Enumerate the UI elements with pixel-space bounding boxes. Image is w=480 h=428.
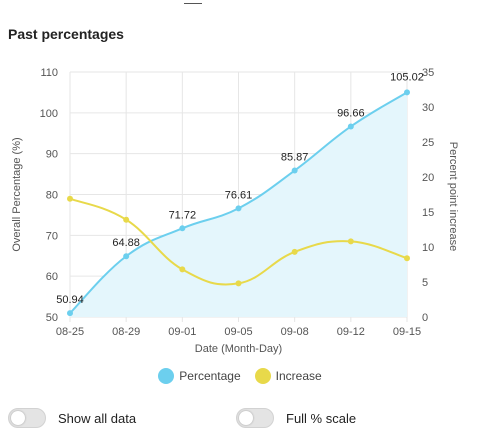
y2-tick-label: 35 <box>422 67 434 79</box>
percentage-data-label: 71.72 <box>169 209 197 221</box>
percentage-point <box>235 205 242 212</box>
x-tick-label: 09-01 <box>168 326 196 338</box>
y2-tick-label: 10 <box>422 242 434 254</box>
show-all-data-toggle[interactable] <box>8 408 46 428</box>
x-tick-label: 08-29 <box>112 326 140 338</box>
x-axis-title: Date (Month-Day) <box>195 343 282 355</box>
top-scroll-indicator <box>184 0 202 4</box>
percentage-data-label: 50.94 <box>56 294 84 306</box>
x-tick-label: 09-12 <box>337 326 365 338</box>
legend-label-percentage: Percentage <box>179 369 241 383</box>
percentage-point <box>179 225 186 232</box>
y2-tick-label: 20 <box>422 172 434 184</box>
increase-point <box>67 195 73 202</box>
y-axis-title: Overall Percentage (%) <box>11 137 23 251</box>
full-scale-toggle[interactable] <box>236 408 274 428</box>
page-title: Past percentages <box>8 26 124 42</box>
legend-swatch-increase <box>254 368 271 384</box>
x-tick-label: 09-15 <box>393 326 421 338</box>
increase-point <box>291 248 298 255</box>
percentage-data-label: 85.87 <box>281 152 309 164</box>
percentage-point <box>67 310 73 317</box>
x-tick-label: 08-25 <box>56 326 84 338</box>
y-tick-label: 50 <box>46 312 58 324</box>
chart-legend: Percentage Increase <box>0 368 480 384</box>
y-tick-label: 110 <box>40 67 58 79</box>
legend-item-increase[interactable]: Increase <box>254 368 322 384</box>
increase-point <box>235 280 242 287</box>
y2-tick-label: 5 <box>422 277 428 289</box>
increase-point <box>123 216 130 223</box>
percentage-data-label: 96.66 <box>337 107 365 119</box>
legend-swatch-percentage <box>158 368 175 384</box>
full-scale-label: Full % scale <box>286 410 357 426</box>
percentage-point <box>347 123 354 130</box>
x-tick-label: 09-08 <box>281 326 309 338</box>
percentage-point <box>291 167 298 174</box>
x-tick-label: 09-05 <box>224 326 252 338</box>
percentage-data-label: 105.02 <box>390 71 424 83</box>
y2-tick-label: 15 <box>422 207 434 219</box>
y-tick-label: 90 <box>46 149 58 161</box>
increase-point <box>347 238 354 245</box>
percentage-point <box>123 253 130 260</box>
toggle-knob <box>11 411 25 425</box>
legend-label-increase: Increase <box>275 369 322 383</box>
y-tick-label: 70 <box>46 230 58 242</box>
y-tick-label: 60 <box>46 271 58 283</box>
percentage-data-label: 76.61 <box>225 189 253 201</box>
show-all-data-label: Show all data <box>58 410 137 426</box>
y2-tick-label: 30 <box>422 102 434 114</box>
y2-tick-label: 0 <box>422 312 428 324</box>
show-all-data-row: Show all data <box>8 408 136 428</box>
percentage-point <box>404 89 410 96</box>
percentage-data-label: 64.88 <box>112 237 140 249</box>
y2-axis-title: Percent point increase <box>447 142 459 251</box>
increase-point <box>404 255 410 262</box>
y2-tick-label: 25 <box>422 137 434 149</box>
toggle-knob <box>239 411 253 425</box>
increase-point <box>179 266 186 273</box>
y-tick-label: 100 <box>40 108 58 120</box>
legend-item-percentage[interactable]: Percentage <box>158 368 241 384</box>
line-chart: 50 60 70 80 90 100 110 0 5 10 15 20 25 30 35 08-25 08-29… <box>11 67 459 355</box>
y-tick-label: 80 <box>46 190 58 202</box>
full-scale-row: Full % scale <box>236 408 356 428</box>
